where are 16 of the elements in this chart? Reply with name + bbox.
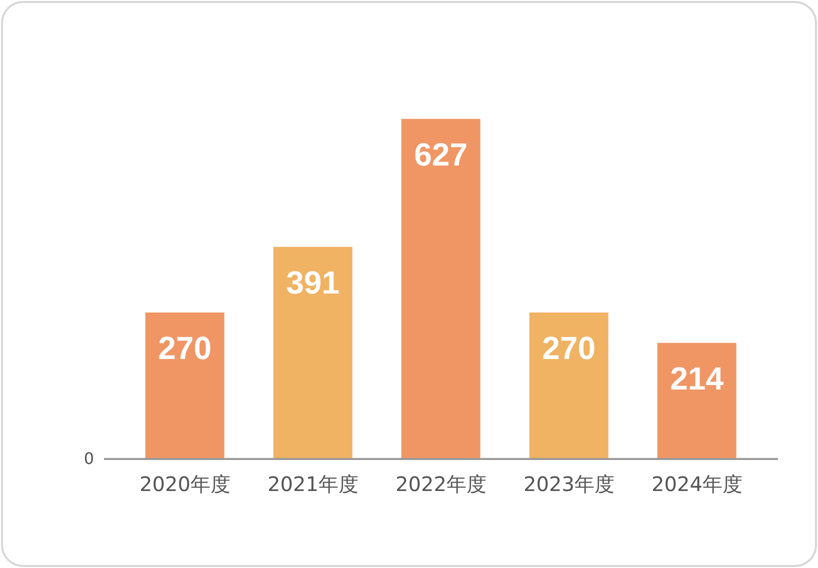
bar	[657, 342, 736, 459]
bar	[529, 312, 608, 459]
data-label: 391	[286, 264, 340, 301]
bar	[273, 246, 352, 459]
bar	[401, 118, 480, 459]
x-tick-label: 2024年度	[652, 472, 742, 496]
bar	[145, 312, 224, 459]
data-label: 270	[542, 330, 596, 366]
x-tick-label: 2022年度	[396, 472, 486, 496]
text: 0	[84, 449, 94, 468]
x-tick-label: 2021年度	[268, 472, 358, 496]
data-label: 214	[670, 360, 724, 397]
x-tick-label: 2020年度	[140, 472, 230, 496]
x-tick-label: 2023年度	[524, 472, 614, 496]
data-label: 270	[158, 330, 212, 366]
data-label: 627	[414, 136, 468, 173]
